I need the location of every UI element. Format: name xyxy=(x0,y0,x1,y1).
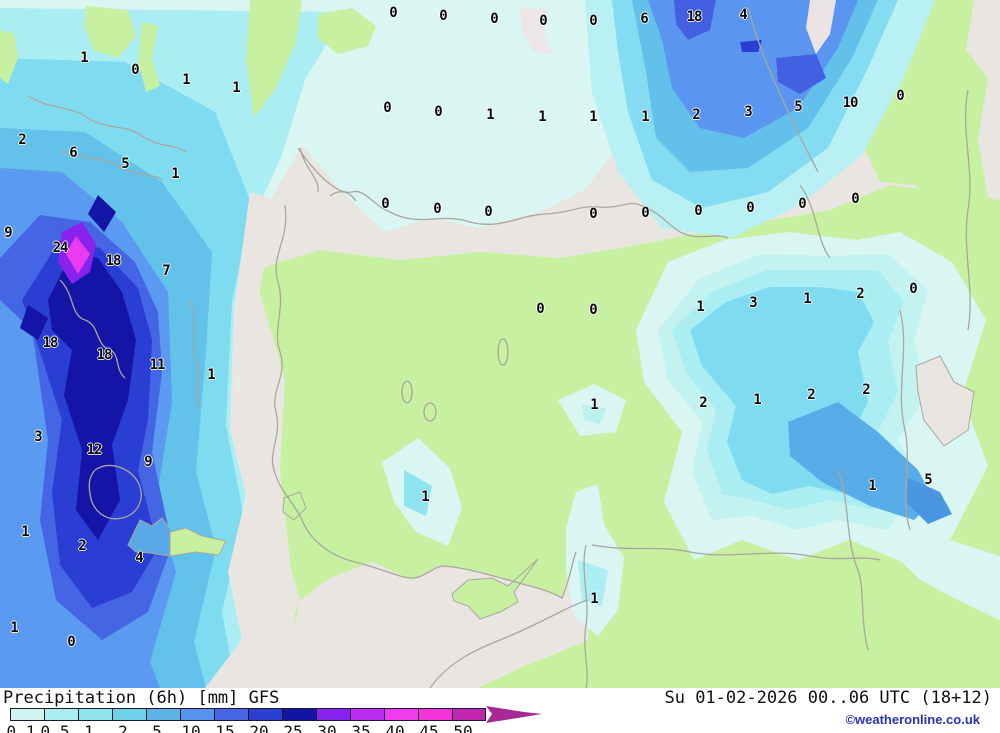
scale-segment xyxy=(384,708,418,721)
scale-label: 0.5 xyxy=(40,722,70,733)
precip-system-east xyxy=(636,232,1000,620)
scale-arrow xyxy=(486,706,542,723)
lake-small-2 xyxy=(423,402,437,422)
east-border-1 xyxy=(799,184,831,259)
greece-coast xyxy=(59,279,126,379)
map-graphic xyxy=(0,0,1000,688)
black-sea-coast xyxy=(297,147,729,239)
scale-segment xyxy=(78,708,112,721)
caspian-coast xyxy=(964,89,971,331)
scale-segment xyxy=(418,708,452,721)
coastlines-borders xyxy=(27,6,971,688)
scale-label: 45 xyxy=(419,722,439,733)
copyright-link[interactable]: ©weatheronline.co.uk xyxy=(845,712,980,727)
scale-label: 20 xyxy=(249,722,269,733)
scale-label: 0.1 xyxy=(6,722,36,733)
lake-small-1 xyxy=(401,380,413,404)
scale-label: 5 xyxy=(152,722,162,733)
color-scale xyxy=(10,708,486,721)
caucasus-border xyxy=(747,6,819,173)
precip-system-northeast xyxy=(585,0,935,238)
scale-label: 50 xyxy=(453,722,473,733)
scale-label: 10 xyxy=(181,722,201,733)
dry-wedge xyxy=(520,8,552,54)
scale-segment xyxy=(180,708,214,721)
forecast-datetime: Su 01-02-2026 00..06 UTC (18+12) xyxy=(664,688,992,708)
peloponnese-coast xyxy=(88,465,142,520)
scale-segment xyxy=(452,708,486,721)
scale-label: 35 xyxy=(351,722,371,733)
levant-coast xyxy=(583,544,588,688)
aegean-turkey-coast xyxy=(271,204,577,599)
scale-segment xyxy=(214,708,248,721)
caspian-corner xyxy=(970,0,1000,85)
scale-label: 1 xyxy=(84,722,94,733)
dry-spot xyxy=(806,0,836,54)
scale-segment xyxy=(350,708,384,721)
scale-segment xyxy=(44,708,78,721)
east-border-3 xyxy=(837,469,869,651)
scale-segment xyxy=(316,708,350,721)
balkan-border-2 xyxy=(59,149,163,181)
lake-urmia xyxy=(915,355,975,447)
precip-core-magenta xyxy=(66,236,90,274)
syria-border xyxy=(591,544,881,561)
scale-label: 30 xyxy=(317,722,337,733)
legend-title: Precipitation (6h) [mm] GFS xyxy=(3,688,280,708)
east-med-sea xyxy=(282,545,592,688)
scale-label: 25 xyxy=(283,722,303,733)
egypt-coast xyxy=(429,599,589,688)
sea-patches xyxy=(205,0,1000,688)
precip-patches-central xyxy=(382,384,626,636)
precipitation-map: 0 0 0 0 0 6 18 4 1 0 1 1 0 0 1 1 1 1 2 3 5 10 0 2 6 5 1 0 0 0 0 0 0 0 0 0 9 2… xyxy=(0,0,1000,688)
scale-segment xyxy=(112,708,146,721)
scale-label: 2 xyxy=(118,722,128,733)
crete-east xyxy=(169,527,227,557)
balkan-border xyxy=(27,95,187,153)
euboea-coast xyxy=(189,299,201,409)
legend-bar: Precipitation (6h) [mm] GFS 0.1 0.5 1 2 5 10 1… xyxy=(0,688,1000,733)
scale-labels: 0.1 0.5 1 2 5 10 15 20 25 30 35 40 45 50 xyxy=(0,722,560,733)
east-border-2 xyxy=(899,309,911,531)
scale-label: 40 xyxy=(385,722,405,733)
lake-small-3 xyxy=(497,338,509,366)
aegean-sea xyxy=(205,192,300,688)
marmara-coast xyxy=(299,147,357,202)
precip-system-west xyxy=(0,8,345,688)
scale-segment xyxy=(248,708,282,721)
scale-segment xyxy=(146,708,180,721)
cyprus xyxy=(451,558,539,620)
scale-label: 15 xyxy=(215,722,235,733)
scale-segment xyxy=(282,708,316,721)
scale-segment xyxy=(10,708,44,721)
